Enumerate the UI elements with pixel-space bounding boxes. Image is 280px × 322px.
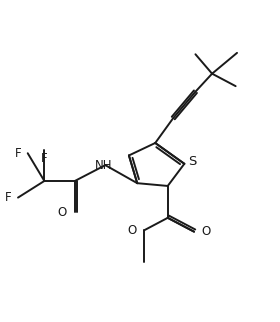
Text: O: O [202, 225, 211, 238]
Text: O: O [58, 206, 67, 219]
Text: S: S [188, 155, 196, 168]
Text: F: F [15, 147, 22, 160]
Text: O: O [127, 224, 136, 237]
Text: F: F [41, 152, 48, 165]
Text: F: F [5, 191, 12, 204]
Text: NH: NH [95, 159, 113, 172]
